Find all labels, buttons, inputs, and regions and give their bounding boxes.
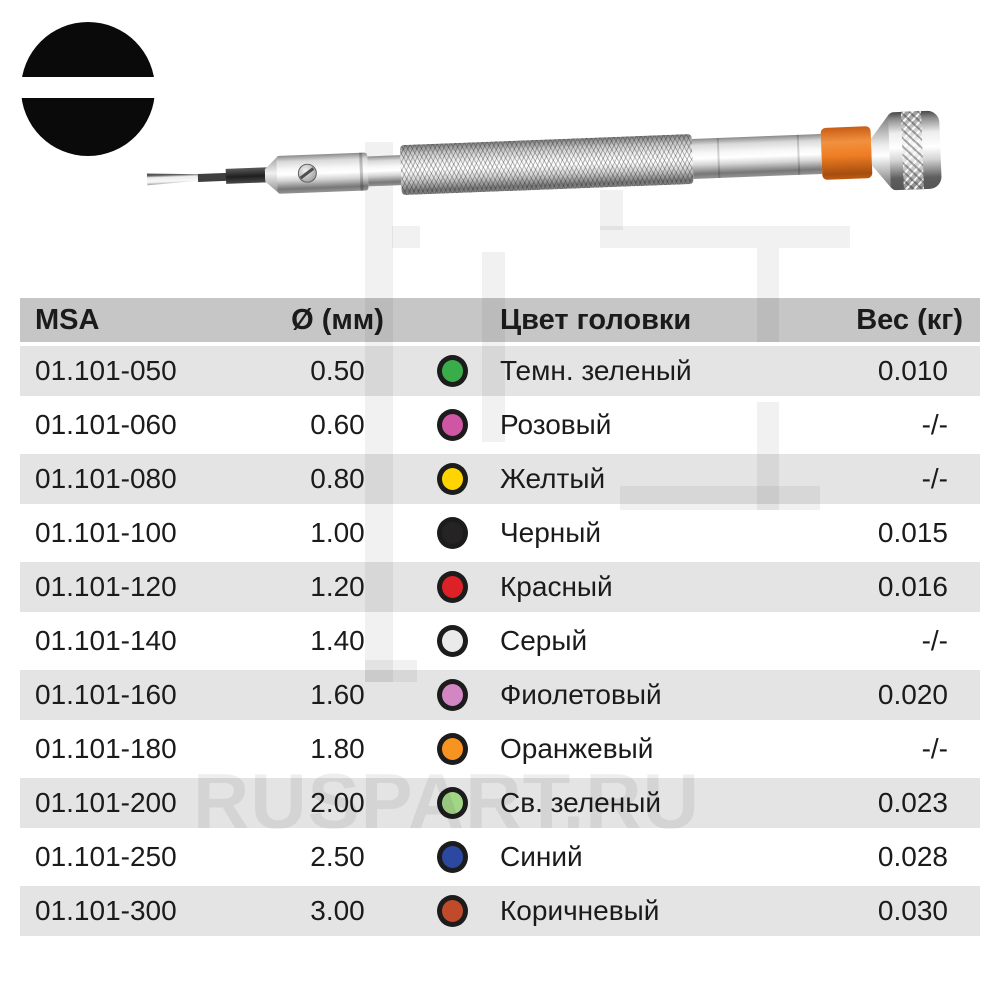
slotted-tip-icon [18,22,158,156]
tip-icon-slot [18,77,158,98]
cell-diameter: 3.00 [310,895,365,926]
cell-dot [405,787,500,819]
screwdriver-rod [197,172,229,182]
cell-diameter: 1.20 [310,571,365,602]
cell-color-name: Черный [500,517,602,548]
cell-diameter: 1.60 [310,679,365,710]
cell-color-name: Коричневый [500,895,660,926]
cell-color-name: Желтый [500,463,606,494]
table-row: 01.101-050 0.50 Темн. зеленый 0.010 [20,346,980,396]
head-color-dot [437,895,468,927]
cell-color-name: Серый [500,625,588,656]
cell-color-name: Синий [500,841,583,872]
screwdriver-rod-thick [225,167,270,184]
cell-weight: -/- [921,733,948,764]
cell-weight: 0.028 [877,841,948,872]
screwdriver-shaft [367,155,402,187]
table-row: 01.101-080 0.80 Желтый -/- [20,454,980,504]
head-color-dot [437,517,468,549]
table-header-row: MSA Ø (мм) Цвет головки Вес (кг) [20,298,980,342]
cell-msa: 01.101-300 [35,895,177,926]
cell-dot [405,625,500,657]
cell-diameter: 0.60 [310,409,365,440]
cell-msa: 01.101-120 [35,571,177,602]
table-row: 01.101-140 1.40 Серый -/- [20,616,980,666]
head-color-dot [437,463,468,495]
cell-msa: 01.101-060 [35,409,177,440]
cell-dot [405,517,500,549]
cell-msa: 01.101-080 [35,463,177,494]
cell-weight: -/- [921,625,948,656]
cell-msa: 01.101-050 [35,355,177,386]
table-body: 01.101-050 0.50 Темн. зеленый 0.010 01.1… [20,346,980,936]
head-color-dot [437,625,468,657]
cell-weight: 0.016 [877,571,948,602]
cell-dot [405,841,500,873]
cell-msa: 01.101-200 [35,787,177,818]
cell-weight: -/- [921,409,948,440]
table-row: 01.101-060 0.60 Розовый -/- [20,400,980,450]
cell-weight: 0.015 [877,517,948,548]
cell-dot [405,895,500,927]
cell-color-name: Темн. зеленый [500,355,692,386]
head-color-dot [437,679,468,711]
head-color-dot [437,733,468,765]
cell-diameter: 1.40 [310,625,365,656]
screwdriver-head-knurl [900,111,924,190]
cell-msa: 01.101-140 [35,625,177,656]
head-color-dot [437,409,468,441]
table-row: 01.101-180 1.80 Оранжевый -/- [20,724,980,774]
cell-dot [405,355,500,387]
head-color-dot [437,571,468,603]
col-header-color: Цвет головки [500,303,692,336]
cell-weight: 0.023 [877,787,948,818]
col-header-msa: MSA [35,303,100,336]
watermark-text: RUSPART.RU [193,757,700,845]
cell-dot [405,733,500,765]
cell-msa: 01.101-180 [35,733,177,764]
cell-color-name: Фиолетовый [500,679,662,710]
screwdriver-shaft-rear [691,134,823,179]
cell-color-name: Св. зеленый [500,787,661,818]
col-header-weight: Вес (кг) [856,303,963,336]
screwdriver-orange-band [820,126,873,180]
head-color-dot [437,841,468,873]
cell-color-name: Оранжевый [500,733,654,764]
table-row: 01.101-200 2.00 Св. зеленый 0.023 [20,778,980,828]
cell-color-name: Красный [500,571,613,602]
cell-dot [405,679,500,711]
cell-color-name: Розовый [500,409,612,440]
cell-dot [405,571,500,603]
cell-diameter: 1.80 [310,733,365,764]
screwdriver-head [887,110,942,191]
table-row: 01.101-160 1.60 Фиолетовый 0.020 [20,670,980,720]
table-row: 01.101-100 1.00 Черный 0.015 [20,508,980,558]
cell-dot [405,409,500,441]
screwdriver-blade [147,171,200,186]
cell-weight: 0.030 [877,895,948,926]
screwdriver-collet [276,152,369,194]
cell-diameter: 2.50 [310,841,365,872]
cell-msa: 01.101-250 [35,841,177,872]
cell-weight: 0.020 [877,679,948,710]
table-row: 01.101-120 1.20 Красный 0.016 [20,562,980,612]
table-row: 01.101-300 3.00 Коричневый 0.030 [20,886,980,936]
spec-table: MSA Ø (мм) Цвет головки Вес (кг) 01.101-… [20,298,980,940]
cell-dot [405,463,500,495]
col-header-diameter: Ø (мм) [291,303,384,336]
cell-weight: 0.010 [877,355,948,386]
cell-diameter: 1.00 [310,517,365,548]
cell-diameter: 2.00 [310,787,365,818]
cell-weight: -/- [921,463,948,494]
screwdriver-knurled-grip [399,133,694,196]
head-color-dot [437,355,468,387]
cell-diameter: 0.80 [310,463,365,494]
cell-msa: 01.101-160 [35,679,177,710]
cell-msa: 01.101-100 [35,517,177,548]
cell-diameter: 0.50 [310,355,365,386]
table-row: 01.101-250 2.50 Синий 0.028 [20,832,980,882]
head-color-dot [437,787,468,819]
